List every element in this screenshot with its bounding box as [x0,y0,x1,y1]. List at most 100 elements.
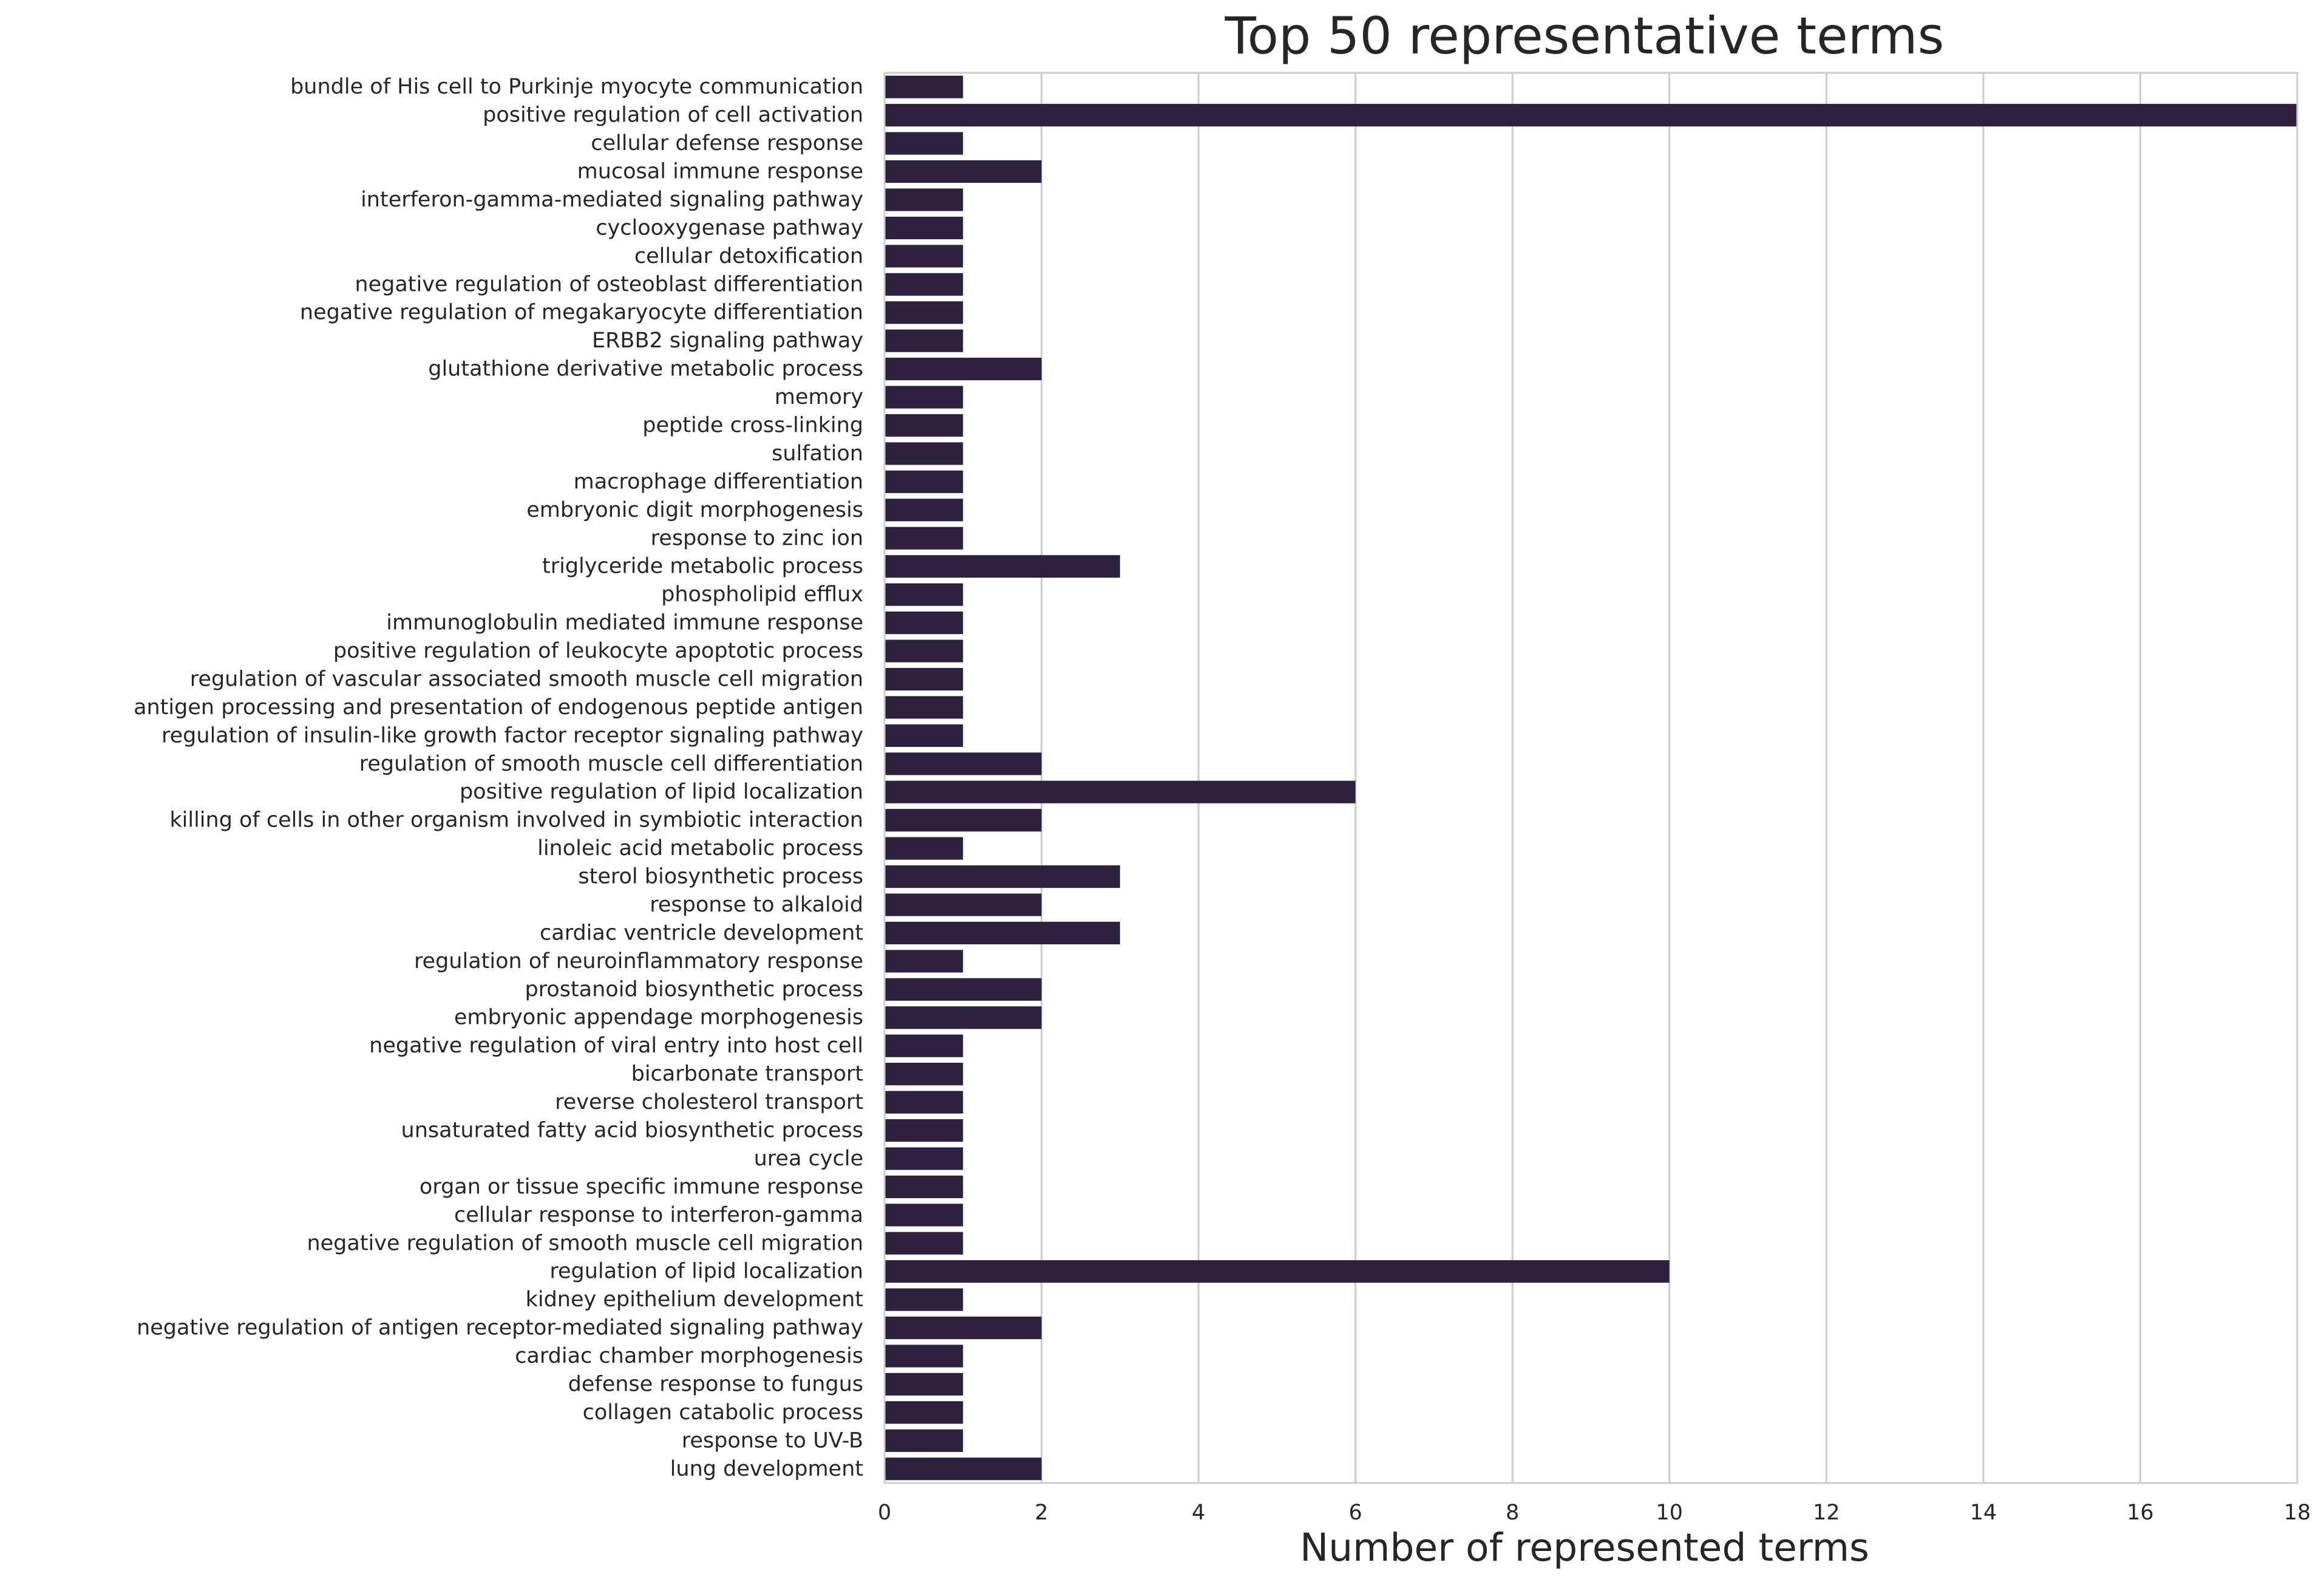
x-tick-label: 8 [1506,1501,1519,1525]
y-tick-label: embryonic digit morphogenesis [526,498,863,522]
bar [885,809,1042,832]
y-tick-label: bundle of His cell to Purkinje myocyte c… [290,75,863,99]
y-tick-label: peptide cross-linking [642,414,863,438]
y-tick-label: cellular response to interferon-gamma [454,1203,863,1227]
x-tick-label: 14 [1970,1501,1997,1525]
bar [885,1119,963,1142]
y-tick-label: cellular detoxification [634,244,863,268]
plot-frame [883,72,2299,1484]
bar [885,104,2297,127]
y-tick-label: sterol biosynthetic process [578,865,863,889]
bar [885,950,963,973]
x-tick-label: 0 [878,1501,891,1525]
y-tick-label: reverse cholesterol transport [555,1090,863,1114]
bar [885,1457,1042,1481]
x-tick-label: 18 [2284,1501,2311,1525]
bar [885,75,963,98]
bar [885,893,1042,916]
y-tick-label: urea cycle [754,1147,863,1171]
bar [885,1091,963,1114]
y-tick-label: interferon-gamma-mediated signaling path… [361,188,863,212]
y-tick-label: memory [775,385,863,409]
bar [885,612,963,635]
bar [885,216,963,239]
x-tick-labels: 0 2 4 6 8 10 12 14 16 18 [878,1501,2311,1525]
bar [885,1147,963,1170]
y-tick-label: regulation of neuroinflammatory response [414,949,863,973]
y-tick-label: bicarbonate transport [631,1062,863,1086]
bar [885,978,1042,1001]
bar [885,1034,963,1057]
y-tick-label: triglyceride metabolic process [542,554,863,579]
bar [885,921,1120,944]
bar [885,1401,963,1424]
y-tick-label: defense response to fungus [568,1372,863,1396]
bar [885,1063,963,1086]
y-tick-label: linoleic acid metabolic process [537,836,863,861]
bar [885,188,963,211]
y-tick-label: negative regulation of smooth muscle cel… [307,1231,863,1255]
bar [885,470,963,493]
y-tick-label: response to alkaloid [650,893,863,917]
bar [885,499,963,522]
bar [885,301,963,324]
y-tick-label: kidney epithelium development [526,1287,863,1312]
y-tick-label: cardiac chamber morphogenesis [515,1344,863,1368]
y-tick-label: ERBB2 signaling pathway [592,329,863,353]
bar [885,160,1042,183]
y-tick-label: negative regulation of antigen receptor-… [137,1316,863,1340]
y-tick-label: unsaturated fatty acid biosynthetic proc… [401,1119,863,1143]
bar [885,780,1356,803]
bar [885,724,963,747]
bar [885,442,963,465]
bars [885,75,2297,1481]
bar [885,1372,963,1396]
bar [885,583,963,606]
y-tick-label: sulfation [772,441,863,466]
bar [885,1345,963,1368]
chart-title: Top 50 representative terms [1225,6,1945,66]
y-tick-label: phospholipid efflux [661,582,863,607]
x-axis-label: Number of represented terms [1300,1525,1869,1570]
y-tick-label: negative regulation of osteoblast differ… [355,272,863,296]
y-tick-label: collagen catabolic process [583,1400,863,1425]
bar [885,1288,963,1311]
y-tick-label: cardiac ventricle development [540,921,863,945]
y-tick-label: embryonic appendage morphogenesis [454,1006,863,1030]
bar [885,358,1042,381]
bar [885,1232,963,1255]
y-tick-label: positive regulation of cell activation [483,103,863,128]
y-tick-label: organ or tissue specific immune response [420,1174,863,1199]
bar [885,667,963,691]
bar [885,555,1120,578]
y-tick-label: lung development [670,1457,863,1481]
y-tick-label: immunoglobulin mediated immune response [386,611,863,635]
x-tick-label: 4 [1192,1501,1205,1525]
y-tick-label: negative regulation of megakaryocyte dif… [300,301,863,325]
bar [885,245,963,268]
y-tick-label: macrophage differentiation [574,469,863,494]
bar [885,386,963,409]
bar [885,1175,963,1198]
y-tick-label: regulation of insulin-like growth factor… [161,723,863,748]
bar [885,865,1120,888]
bar [885,1006,1042,1029]
y-tick-label: antigen processing and presentation of e… [134,695,863,720]
y-tick-labels: bundle of His cell to Purkinje myocyte c… [134,75,863,1481]
y-tick-label: response to UV-B [682,1428,863,1453]
bar [885,329,963,352]
y-tick-label: positive regulation of leukocyte apoptot… [333,639,863,663]
y-tick-label: killing of cells in other organism invol… [169,808,863,833]
x-tick-label: 10 [1656,1501,1684,1525]
bar [885,414,963,437]
bar [885,752,1042,775]
bar [885,527,963,550]
y-tick-label: regulation of vascular associated smooth… [190,667,863,691]
x-tick-label: 2 [1035,1501,1048,1525]
y-tick-label: cyclooxygenase pathway [596,216,863,240]
y-tick-label: mucosal immune response [577,160,863,184]
bar [885,1260,1670,1283]
bar [885,1429,963,1452]
